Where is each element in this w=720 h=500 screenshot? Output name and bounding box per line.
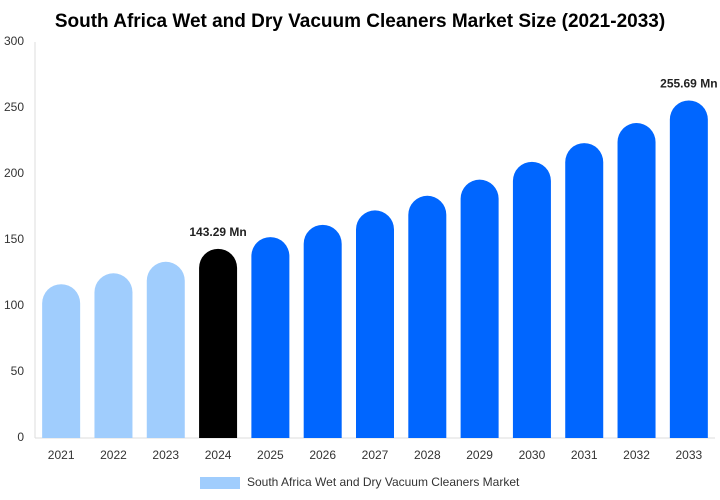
- x-tick-label: 2025: [257, 448, 284, 462]
- data-label: 143.29 Mn: [189, 225, 246, 239]
- bar: [356, 210, 394, 438]
- x-tick-label: 2024: [205, 448, 232, 462]
- y-tick-label: 100: [4, 298, 24, 312]
- y-tick-label: 300: [4, 34, 24, 48]
- x-tick-label: 2032: [623, 448, 650, 462]
- y-tick-label: 250: [4, 100, 24, 114]
- bar: [199, 248, 238, 438]
- legend-swatch: [200, 477, 240, 489]
- bar: [94, 273, 133, 438]
- bar: [251, 237, 290, 438]
- x-tick-label: 2029: [466, 448, 493, 462]
- y-tick-label: 0: [17, 430, 24, 444]
- data-label: 255.69 Mn: [660, 77, 717, 91]
- x-tick-label: 2021: [48, 448, 75, 462]
- bar: [303, 224, 342, 438]
- legend-label: South Africa Wet and Dry Vacuum Cleaners…: [247, 475, 520, 489]
- y-tick-label: 50: [11, 364, 25, 378]
- bar: [512, 161, 551, 438]
- chart-title: South Africa Wet and Dry Vacuum Cleaners…: [55, 11, 665, 32]
- x-tick-label: 2028: [414, 448, 441, 462]
- x-tick-label: 2033: [675, 448, 702, 462]
- bar: [146, 261, 185, 438]
- x-tick-label: 2026: [309, 448, 336, 462]
- bar: [669, 100, 708, 438]
- x-tick-label: 2023: [152, 448, 179, 462]
- bar: [617, 123, 656, 438]
- bar: [408, 195, 447, 438]
- x-tick-label: 2030: [519, 448, 546, 462]
- x-tick-label: 2031: [571, 448, 598, 462]
- x-tick-label: 2022: [100, 448, 127, 462]
- y-tick-label: 150: [4, 232, 24, 246]
- bar: [460, 179, 499, 438]
- bar: [565, 143, 604, 438]
- bar: [42, 284, 81, 438]
- x-tick-label: 2027: [362, 448, 389, 462]
- y-tick-label: 200: [4, 166, 24, 180]
